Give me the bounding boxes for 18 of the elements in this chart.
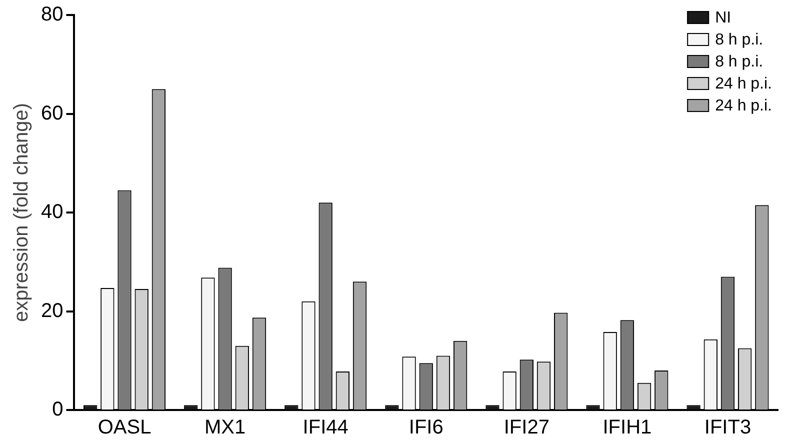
y-tick-label: 60: [40, 102, 64, 124]
legend-label: 8 h p.i.: [715, 31, 764, 48]
y-tick-label: 0: [52, 398, 64, 421]
legend-label: 24 h p.i.: [715, 97, 772, 114]
x-tick-label: IFIH1: [602, 416, 652, 439]
x-tick-label: MX1: [204, 416, 246, 439]
x-tick-label: OASL: [98, 416, 152, 439]
y-tick-label: 80: [40, 4, 64, 26]
x-tick-label: IFI44: [302, 416, 348, 439]
x-tick-label: IFI6: [408, 416, 444, 439]
y-tick-label: 20: [40, 300, 64, 322]
x-tick-label: IFI27: [504, 416, 550, 439]
legend-label: 24 h p.i.: [715, 75, 772, 92]
y-tick-label: 40: [40, 201, 64, 224]
y-axis-title: expression (fold change): [10, 102, 33, 322]
legend-label: 8 h p.i.: [715, 53, 764, 70]
x-tick-label: IFIT3: [704, 416, 752, 439]
legend-label: NI: [715, 9, 732, 26]
